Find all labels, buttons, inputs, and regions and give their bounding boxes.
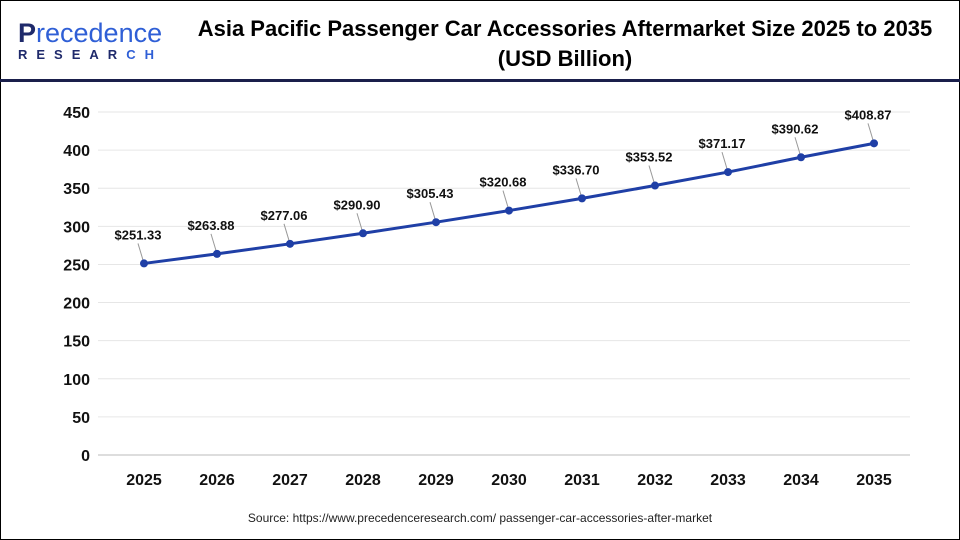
data-point [651,181,659,190]
source-note: Source: https://www.precedenceresearch.c… [247,511,713,525]
data-label: $353.52 [626,150,673,165]
x-tick-label: 2027 [272,472,308,489]
data-point [797,153,805,162]
y-tick-label: 250 [63,257,90,274]
data-point [359,229,367,238]
x-tick-label: 2031 [564,472,600,489]
header-divider [0,79,960,82]
data-point [870,139,878,148]
data-point [724,168,732,177]
logo-text: recedence [36,18,163,48]
y-tick-label: 450 [63,105,90,122]
data-point [213,249,221,258]
data-point [140,259,148,268]
data-label: $277.06 [261,208,308,223]
chart-title: Asia Pacific Passenger Car Accessories A… [197,16,933,71]
logo-text: RESEAR [18,47,127,62]
x-tick-label: 2034 [783,472,819,489]
y-tick-label: 0 [81,448,90,465]
logo-text: P [18,18,37,48]
y-tick-label: 200 [63,296,90,313]
y-tick-label: 300 [63,219,90,236]
y-tick-label: 50 [72,410,90,427]
data-label: $290.90 [334,197,381,212]
data-label: $251.33 [115,227,162,242]
x-tick-label: 2028 [345,472,381,489]
data-label: $408.87 [845,107,892,122]
data-label: $320.68 [480,175,527,190]
logo-text: CH [126,47,163,62]
data-point [578,194,586,203]
precedence-research-logo: Precedence RESEARCH [18,18,163,63]
x-tick-label: 2033 [710,472,746,489]
x-tick-label: 2030 [491,472,527,489]
y-tick-label: 350 [63,181,90,198]
data-point [505,206,513,215]
data-label: $263.88 [188,218,235,233]
x-tick-label: 2032 [637,472,673,489]
x-tick-label: 2025 [126,472,162,489]
data-point [286,239,294,248]
data-label: $390.62 [772,121,819,136]
data-label: $336.70 [553,162,600,177]
x-tick-label: 2026 [199,472,235,489]
data-label: $305.43 [407,186,454,201]
data-point [432,218,440,227]
data-label: $371.17 [699,136,746,151]
y-tick-label: 400 [63,143,90,160]
x-tick-label: 2035 [856,472,892,489]
x-tick-label: 2029 [418,472,454,489]
y-tick-label: 150 [63,334,90,351]
series-line [143,141,875,265]
y-tick-label: 100 [63,372,90,389]
